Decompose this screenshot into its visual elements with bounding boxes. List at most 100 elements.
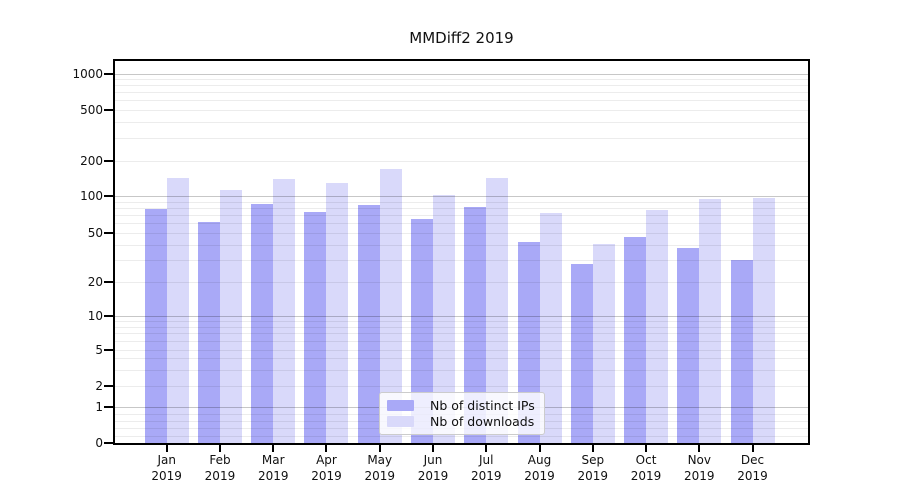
gridline-minor [113,435,810,437]
gridline-minor [113,122,810,124]
y-tick-label: 200 [80,154,103,168]
bar-downloads [219,189,242,445]
x-tick-mark [378,445,381,452]
legend-label-downloads: Nb of downloads [430,414,535,430]
legend-swatch-downloads [387,416,414,428]
plot-area [113,59,810,445]
gridline-minor [113,282,810,283]
bar-downloads [326,183,349,445]
gridline-major [113,73,810,75]
x-tick-label: May 2019 [364,453,395,483]
x-tick-label: Apr 2019 [311,453,342,483]
x-tick-mark [485,445,488,452]
bar-downloads [752,197,775,445]
gridline-minor [113,207,810,209]
x-tick-mark [325,445,328,452]
gridline-minor [113,358,810,360]
y-tick-mark [104,72,113,75]
bar-distinct-ips [570,264,593,445]
y-tick-mark [104,281,113,283]
y-tick-mark [104,109,113,111]
x-tick-label: Mar 2019 [257,453,289,483]
gridline-minor [113,369,810,371]
gridline-minor [113,260,810,262]
bar-distinct-ips [677,247,700,445]
bar-distinct-ips [304,212,327,445]
bar-downloads [433,195,455,445]
y-tick-mark [104,195,113,197]
bar-distinct-ips [357,204,380,445]
y-tick-label: 2 [95,378,103,393]
gridline-minor [113,333,810,335]
gridline-minor [113,340,810,342]
y-tick-label: 100 [80,189,103,203]
gridline-minor [113,223,810,225]
legend-item-downloads: Nb of downloads [387,414,538,431]
bar-downloads [379,169,402,445]
legend-swatch-distinct-ips [387,399,414,411]
x-tick-mark [645,445,648,452]
gridline-minor [113,385,810,387]
gridline-minor [113,92,810,94]
gridline-minor [113,244,810,246]
y-tick-mark [104,232,113,234]
x-tick-label: Jun 2019 [417,453,449,483]
gridline-minor [113,79,810,81]
y-tick-label: 10 [87,309,103,323]
y-tick-label: 50 [87,226,103,240]
bar-downloads [166,177,189,445]
bar-downloads [646,209,669,445]
bar-downloads [486,177,509,445]
bar-distinct-ips [730,260,753,445]
x-tick-label: Jan 2019 [151,453,182,483]
x-tick-label: Sep 2019 [577,453,609,483]
legend-label-distinct-ips: Nb of distinct IPs [430,397,535,413]
bar-distinct-ips [144,209,167,445]
gridline-minor [113,321,810,323]
gridline-major [113,196,810,197]
x-tick-mark [591,445,594,452]
legend: Nb of distinct IPs Nb of downloads [379,392,545,435]
bar-downloads [699,198,722,445]
bar-downloads [592,243,615,445]
gridline-minor [113,110,810,111]
y-tick-mark [104,405,113,408]
x-tick-label: Oct 2019 [630,453,662,483]
gridline-minor [113,100,810,102]
x-tick-mark [698,445,701,452]
y-tick-mark [104,160,113,162]
x-tick-mark [538,445,541,452]
x-tick-mark [272,445,275,452]
bar-distinct-ips [464,207,487,445]
gridline-major [113,316,810,317]
gridline-minor [113,201,810,203]
x-tick-label: Aug 2019 [524,453,555,483]
x-tick-mark [218,445,221,452]
x-tick-mark [432,445,434,452]
bar-distinct-ips [197,222,220,445]
bar-distinct-ips [411,218,433,445]
y-tick-mark [104,348,113,351]
y-tick-label: 0 [95,436,103,450]
y-tick-mark [104,384,113,387]
bar-downloads [539,212,562,445]
x-tick-mark [751,445,754,452]
x-tick-label: Dec 2019 [737,453,768,483]
y-tick-label: 5 [95,342,103,357]
y-tick-label: 20 [87,275,103,289]
gridline-minor [113,215,810,217]
chart-title: MMDiff2 2019 [409,29,514,47]
y-tick-mark [104,315,113,317]
gridline-minor [113,326,810,328]
bar-distinct-ips [251,204,274,445]
y-tick-label: 500 [80,103,103,117]
x-tick-label: Jul 2019 [470,453,502,483]
gridline-minor [113,161,810,162]
gridline-minor [113,349,810,351]
y-tick-label: 1000 [72,66,103,81]
x-tick-label: Feb 2019 [204,453,236,483]
y-tick-label: 1 [95,399,103,414]
y-tick-mark [104,442,113,444]
bar-downloads [273,178,296,445]
